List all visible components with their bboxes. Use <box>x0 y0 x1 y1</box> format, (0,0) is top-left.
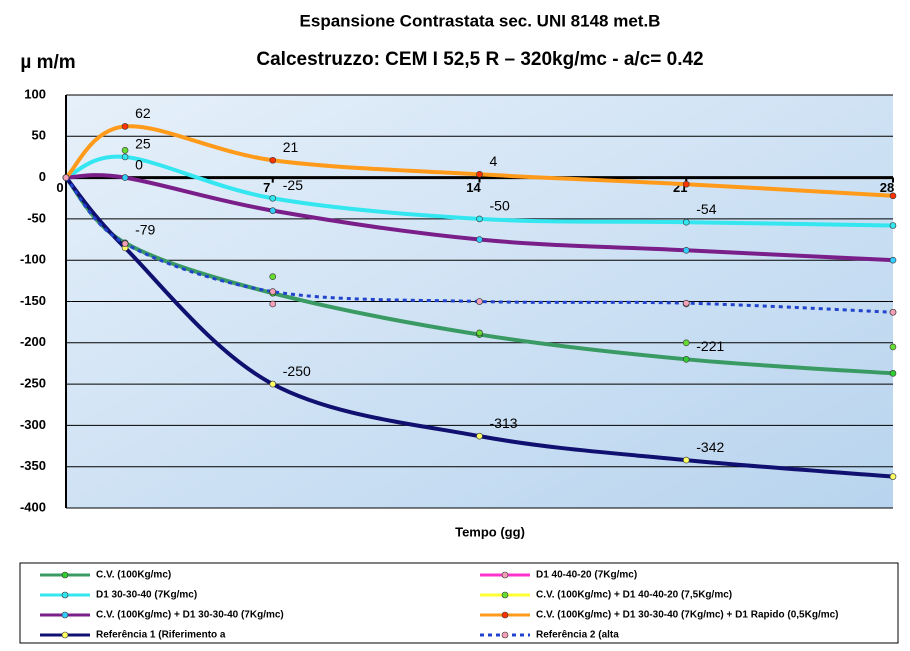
point-marker <box>62 174 70 181</box>
x-tick-label: 0 <box>56 180 63 195</box>
y-tick-label: 100 <box>24 86 46 101</box>
legend-marker <box>501 631 509 639</box>
legend-marker <box>61 631 69 639</box>
point-marker <box>889 256 897 264</box>
series-line <box>65 173 894 263</box>
point-marker <box>269 380 277 388</box>
point-marker <box>682 339 690 347</box>
series-line <box>65 154 894 228</box>
point-marker <box>121 123 129 130</box>
y-axis-label: µ m/m <box>20 52 75 73</box>
y-tick-label: -300 <box>20 417 46 432</box>
data-label: 21 <box>283 139 299 155</box>
legend-marker <box>61 611 69 619</box>
y-tick-label: -100 <box>20 252 46 267</box>
point-marker <box>889 473 897 480</box>
point-marker <box>889 370 897 377</box>
legend-label: C.V. (100Kg/mc) <box>96 570 171 581</box>
x-axis-label: Tempo (gg) <box>455 524 525 539</box>
data-label: -342 <box>696 439 724 455</box>
data-label: -50 <box>490 198 510 214</box>
point-marker <box>476 329 483 337</box>
data-label: -25 <box>283 177 303 193</box>
point-marker <box>269 273 277 281</box>
y-tick-label: -50 <box>27 210 46 225</box>
data-label: 0 <box>135 156 143 172</box>
data-label: 4 <box>490 153 498 169</box>
legend-marker <box>61 591 69 599</box>
point-marker <box>476 236 483 243</box>
legend <box>19 562 899 644</box>
data-label: -79 <box>135 222 155 238</box>
point-marker <box>682 456 690 464</box>
point-marker <box>476 432 483 440</box>
point-marker <box>889 343 897 351</box>
data-label: 62 <box>135 105 151 121</box>
point-marker <box>889 308 897 316</box>
chart-subtitle: Calcestruzzo: CEM I 52,5 R – 320kg/mc - … <box>256 49 703 70</box>
legend-label: D1 30-30-40 (7Kg/mc) <box>96 590 197 601</box>
point-marker <box>269 156 277 164</box>
legend-label: C.V. (100Kg/mc) + D1 40-40-20 (7,5Kg/mc) <box>536 590 732 601</box>
y-tick-label: 0 <box>39 169 46 184</box>
point-marker <box>269 194 277 202</box>
series-line <box>64 176 894 479</box>
data-label: 25 <box>135 136 151 152</box>
point-marker <box>121 147 129 154</box>
point-marker <box>476 215 483 223</box>
legend-label: Referência 2 (alta <box>536 630 619 641</box>
data-label: -221 <box>696 338 724 354</box>
y-tick-label: 50 <box>32 128 46 143</box>
point-marker <box>476 298 483 305</box>
point-marker <box>682 356 690 363</box>
legend-label: D1 40-40-20 (7Kg/mc) <box>536 570 637 581</box>
legend-label: C.V. (100Kg/mc) + D1 30-30-40 (7Kg/mc) +… <box>536 610 839 621</box>
data-label: -54 <box>696 201 716 217</box>
point-marker <box>889 192 897 200</box>
point-marker <box>476 170 483 178</box>
legend-marker <box>61 571 69 579</box>
y-tick-label: -150 <box>20 293 46 308</box>
y-tick-label: -400 <box>20 499 46 514</box>
legend-label: Referência 1 (Riferimento a <box>96 630 226 641</box>
point-marker <box>121 153 129 161</box>
point-marker <box>121 174 129 181</box>
x-tick-label: 7 <box>263 180 270 195</box>
y-tick-label: -350 <box>20 458 46 473</box>
point-marker <box>889 222 897 229</box>
y-tick-label: -250 <box>20 376 46 391</box>
y-tick-label: -200 <box>20 334 46 349</box>
point-marker <box>682 218 690 226</box>
point-marker <box>269 207 277 214</box>
point-marker <box>269 288 277 295</box>
point-marker <box>682 299 690 307</box>
legend-marker <box>501 591 509 599</box>
point-marker <box>121 240 129 247</box>
x-tick-label: 28 <box>880 180 894 195</box>
data-label: -313 <box>490 415 518 431</box>
legend-marker <box>501 571 509 579</box>
point-marker <box>682 246 690 254</box>
legend-label: C.V. (100Kg/mc) + D1 30-30-40 (7Kg/mc) <box>96 610 284 621</box>
chart-title: Espansione Contrastata sec. UNI 8148 met… <box>300 11 661 30</box>
point-marker <box>269 300 277 308</box>
point-marker <box>682 180 690 188</box>
legend-marker <box>501 611 509 619</box>
x-tick-label: 14 <box>466 180 481 195</box>
data-label: -250 <box>283 363 311 379</box>
